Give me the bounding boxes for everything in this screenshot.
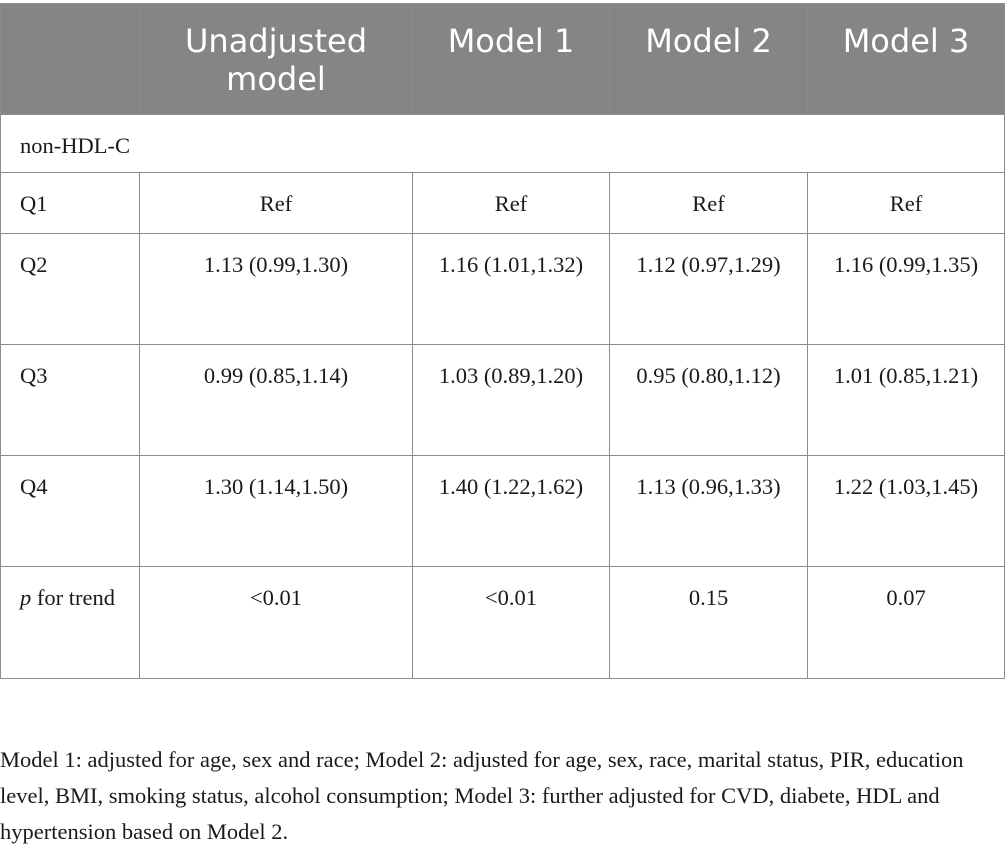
table-cell: 1.13 (0.99,1.30)	[139, 233, 413, 345]
row-label: Q1	[0, 172, 140, 234]
trend-label-italic: p	[20, 585, 32, 610]
header-row: Unadjusted model Model 1 Model 2 Model 3	[0, 3, 1005, 115]
table-cell: Ref	[609, 172, 808, 234]
results-table: Unadjusted model Model 1 Model 2 Model 3…	[0, 3, 1005, 679]
row-label: Q2	[0, 233, 140, 345]
section-row: non-HDL-C	[0, 114, 1005, 173]
table-row: Q3 0.99 (0.85,1.14) 1.03 (0.89,1.20) 0.9…	[0, 344, 1005, 456]
header-cell-model-3: Model 3	[807, 3, 1005, 115]
header-cell-model-1: Model 1	[412, 3, 610, 115]
table-cell: <0.01	[412, 566, 610, 679]
table-cell: <0.01	[139, 566, 413, 679]
table-cell: 1.22 (1.03,1.45)	[807, 455, 1005, 567]
table-cell: 1.12 (0.97,1.29)	[609, 233, 808, 345]
row-label: Q3	[0, 344, 140, 456]
table-cell: Ref	[412, 172, 610, 234]
table-cell: Ref	[139, 172, 413, 234]
table-cell: Ref	[807, 172, 1005, 234]
table-row: Q4 1.30 (1.14,1.50) 1.40 (1.22,1.62) 1.1…	[0, 455, 1005, 567]
table-cell: 0.15	[609, 566, 808, 679]
table-cell: 1.16 (0.99,1.35)	[807, 233, 1005, 345]
table-cell: 1.01 (0.85,1.21)	[807, 344, 1005, 456]
table-footnote: Model 1: adjusted for age, sex and race;…	[0, 747, 964, 844]
table-body: non-HDL-C Q1 Ref Ref Ref Ref Q2 1.13 (0.…	[0, 114, 1005, 679]
table-cell: 0.07	[807, 566, 1005, 679]
table-cell: 1.40 (1.22,1.62)	[412, 455, 610, 567]
table-row: Q1 Ref Ref Ref Ref	[0, 172, 1005, 234]
table-cell: 1.03 (0.89,1.20)	[412, 344, 610, 456]
table-row: Q2 1.13 (0.99,1.30) 1.16 (1.01,1.32) 1.1…	[0, 233, 1005, 345]
trend-row-label: p for trend	[0, 566, 140, 679]
header-cell-model-2: Model 2	[609, 3, 808, 115]
header-cell-unadjusted-model: Unadjusted model	[139, 3, 413, 115]
trend-row: p for trend <0.01 <0.01 0.15 0.07	[0, 566, 1005, 679]
table-cell: 0.99 (0.85,1.14)	[139, 344, 413, 456]
header-cell-corner	[0, 3, 140, 115]
table-cell: 1.30 (1.14,1.50)	[139, 455, 413, 567]
table-cell: 1.16 (1.01,1.32)	[412, 233, 610, 345]
table-cell: 1.13 (0.96,1.33)	[609, 455, 808, 567]
row-label: Q4	[0, 455, 140, 567]
section-label: non-HDL-C	[0, 114, 1005, 173]
trend-label-rest: for trend	[31, 585, 115, 610]
table-header: Unadjusted model Model 1 Model 2 Model 3	[0, 3, 1005, 115]
table-cell: 0.95 (0.80,1.12)	[609, 344, 808, 456]
